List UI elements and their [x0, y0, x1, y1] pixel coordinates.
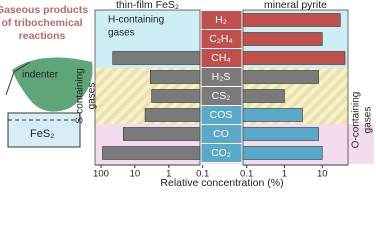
substrate	[7, 112, 81, 148]
category-label: COS	[210, 109, 233, 121]
category-label: CH₄	[211, 52, 230, 64]
indenter-label: indenter	[22, 70, 59, 81]
bar	[242, 51, 346, 65]
x-tick-label: 1	[166, 169, 171, 180]
figure-title-line: reactions	[19, 30, 66, 42]
panel-frame	[242, 9, 349, 166]
figure-title-line: of tribochemical	[1, 17, 82, 29]
bar	[242, 13, 341, 27]
bar	[242, 146, 323, 160]
category-bg	[200, 143, 243, 163]
bar	[144, 108, 201, 122]
x-tick-label: 0.1	[196, 169, 209, 180]
bar	[122, 127, 201, 141]
panel-title: thin-film FeS₂	[116, 0, 179, 11]
substrate-label: FeS₂	[30, 128, 54, 140]
x-tick-label: 1	[282, 169, 287, 180]
bar	[242, 108, 303, 122]
o-group-bg-side	[348, 124, 374, 164]
bar	[242, 89, 285, 103]
panel-title: mineral pyrite	[264, 0, 327, 11]
bar	[112, 51, 201, 65]
category-label: H₂S	[212, 71, 231, 83]
panel-frame	[94, 9, 201, 166]
indenter-outline	[5, 61, 31, 96]
category-label: CO	[213, 128, 229, 140]
category-label: CS₂	[212, 90, 231, 102]
indenter-shape	[12, 57, 93, 112]
bar	[151, 89, 201, 103]
x-axis-label: Relative concentration (%)	[160, 177, 283, 189]
bar	[242, 70, 319, 84]
bar	[102, 146, 201, 160]
x-tick-label: 100	[93, 169, 109, 180]
group-label: S-containing	[75, 68, 86, 124]
x-tick-label: 0.1	[240, 169, 253, 180]
bar	[242, 32, 323, 46]
category-label: C₂H₄	[209, 33, 233, 45]
category-label: CO₂	[211, 147, 231, 159]
x-tick-label: 10	[130, 169, 141, 180]
bar	[242, 127, 319, 141]
bar	[150, 70, 201, 84]
group-label: gases	[363, 107, 374, 134]
figure: indenter FeS₂ Gaseous products of triboc…	[0, 0, 376, 189]
x-tick-label: 10	[317, 169, 328, 180]
category-label: H₂	[215, 14, 227, 26]
figure-title-line: Gaseous products	[0, 4, 88, 16]
group-label: gases	[87, 83, 98, 110]
group-label: H-containing	[108, 15, 164, 26]
group-label: gases	[108, 28, 135, 39]
group-label: O-containing	[351, 92, 362, 149]
